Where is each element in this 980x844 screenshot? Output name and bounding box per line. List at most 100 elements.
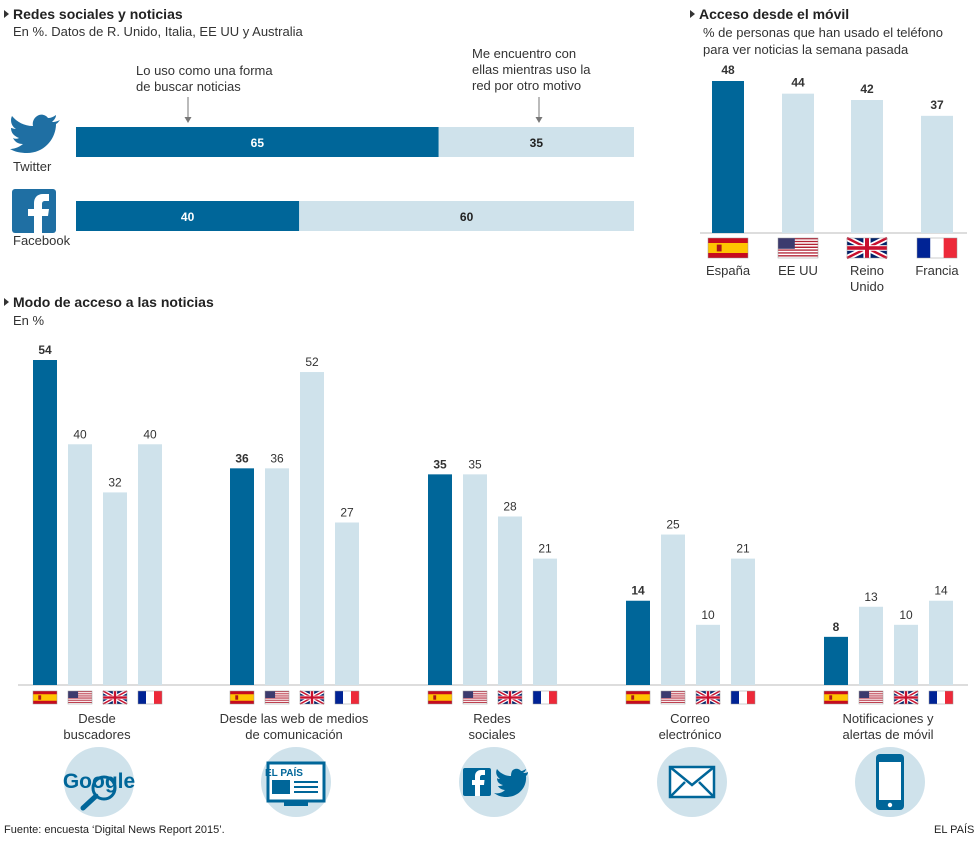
smartphone-icon	[876, 754, 904, 810]
usa-flag-icon	[462, 690, 488, 705]
modes-bar	[859, 606, 883, 685]
usa-flag-icon	[858, 690, 884, 705]
mobile-category-label: Reino	[850, 263, 884, 278]
modes-bar	[894, 624, 918, 685]
note-search-line: de buscar noticias	[136, 79, 241, 94]
facebook-icon	[12, 189, 56, 233]
modes-category-label: Correo	[670, 711, 710, 726]
mobile-category-label: Unido	[850, 279, 884, 294]
modes-bar	[138, 444, 162, 685]
modes-category-label: Desde	[78, 711, 116, 726]
note-search-line: Lo uso como una forma	[136, 63, 273, 78]
modes-category-label: Redes	[473, 711, 511, 726]
modes-bar-value: 52	[305, 355, 319, 369]
bar-value-label: 40	[181, 210, 195, 224]
france-flag-icon	[730, 690, 756, 705]
modes-bar	[731, 558, 755, 685]
modes-category-label: de comunicación	[245, 727, 343, 742]
stacked-bar-search	[76, 201, 300, 231]
paper-logo-text: EL PAÍS	[265, 766, 303, 779]
modes-bar-value: 10	[899, 608, 913, 622]
modes-bar	[300, 372, 324, 685]
usa-flag-icon	[777, 237, 819, 259]
brand-label: EL PAÍS	[934, 824, 975, 836]
modes-bar-value: 28	[503, 499, 517, 513]
title-marker-icon	[690, 10, 695, 18]
modes-category-label: Notificaciones y	[842, 711, 934, 726]
mobile-bar	[782, 93, 814, 234]
modes-bar-value: 21	[736, 542, 750, 556]
modes-bar	[103, 492, 127, 685]
bar-value-label: 35	[530, 136, 544, 150]
modes-bar-value: 8	[833, 620, 840, 634]
mobile-category-label: Francia	[915, 263, 959, 278]
mobile-bar	[851, 100, 883, 233]
bar-value-label: 60	[460, 210, 474, 224]
mobile-bar	[921, 115, 953, 233]
spain-flag-icon	[625, 690, 651, 705]
modes-category-label: Desde las web de medios	[220, 711, 369, 726]
google-search-icon: Google	[63, 770, 135, 811]
mobile-bar-value: 37	[930, 98, 944, 112]
spain-flag-icon	[707, 237, 749, 259]
email-icon	[668, 765, 716, 799]
mobile-category-label: España	[706, 263, 751, 278]
social-network-label: Twitter	[13, 159, 52, 174]
modes-bar-value: 36	[235, 451, 249, 465]
modes-bar	[463, 474, 487, 685]
newspaper-web-icon: EL PAÍS	[265, 761, 326, 806]
modes-category-label: alertas de móvil	[842, 727, 933, 742]
mobile-section-title: Acceso desde el móvil	[690, 6, 849, 22]
mobile-bar-value: 42	[860, 82, 874, 96]
modes-bar-value: 40	[73, 427, 87, 441]
modes-bar-value: 14	[934, 584, 948, 598]
usa-flag-icon	[264, 690, 290, 705]
uk-flag-icon	[299, 689, 325, 706]
modes-bar-value: 35	[468, 457, 482, 471]
modes-bar	[428, 474, 452, 685]
modes-bar	[33, 360, 57, 685]
mobile-subtitle-1: % de personas que han usado el teléfono	[703, 25, 943, 40]
icon-background	[459, 747, 529, 817]
twitter-icon	[10, 114, 60, 153]
modes-bar-value: 10	[701, 608, 715, 622]
modes-category-label: electrónico	[659, 727, 722, 742]
modes-category-label: sociales	[469, 727, 516, 742]
title-marker-icon	[4, 298, 9, 306]
social-subtitle: En %. Datos de R. Unido, Italia, EE UU y…	[13, 24, 303, 39]
uk-flag-icon	[893, 689, 919, 706]
note-other-line: ellas mientras uso la	[472, 62, 591, 77]
mobile-subtitle-2: para ver noticias la semana pasada	[703, 42, 909, 57]
spain-flag-icon	[32, 690, 58, 705]
social-networks-icon	[463, 768, 528, 797]
modes-bar-value: 40	[143, 427, 157, 441]
note-other-arrowhead	[535, 117, 543, 123]
modes-bar-value: 32	[108, 475, 122, 489]
usa-flag-icon	[67, 690, 93, 705]
modes-bar-value: 25	[666, 518, 680, 532]
modes-bar	[230, 468, 254, 685]
source-note: Fuente: encuesta ‘Digital News Report 20…	[4, 824, 225, 836]
uk-flag-icon	[695, 689, 721, 706]
stacked-bar-other	[299, 201, 634, 231]
spain-flag-icon	[427, 690, 453, 705]
modes-bar	[533, 558, 557, 685]
modes-bar-value: 35	[433, 457, 447, 471]
modes-bar-value: 14	[631, 584, 645, 598]
modes-category-label: buscadores	[63, 727, 131, 742]
modes-bar	[335, 522, 359, 685]
social-section-title: Redes sociales y noticias	[4, 6, 183, 22]
france-flag-icon	[334, 690, 360, 705]
spain-flag-icon	[823, 690, 849, 705]
mobile-bar	[712, 81, 744, 233]
modes-section-title: Modo de acceso a las noticias	[4, 294, 214, 310]
modes-bar-value: 36	[270, 451, 284, 465]
note-search: Lo uso como una forma de buscar noticias	[136, 63, 273, 95]
modes-bar	[824, 636, 848, 685]
modes-bar	[498, 516, 522, 685]
france-flag-icon	[916, 237, 958, 259]
modes-bar	[265, 468, 289, 685]
social-network-label: Facebook	[13, 233, 71, 248]
spain-flag-icon	[229, 690, 255, 705]
modes-bar-value: 21	[538, 542, 552, 556]
